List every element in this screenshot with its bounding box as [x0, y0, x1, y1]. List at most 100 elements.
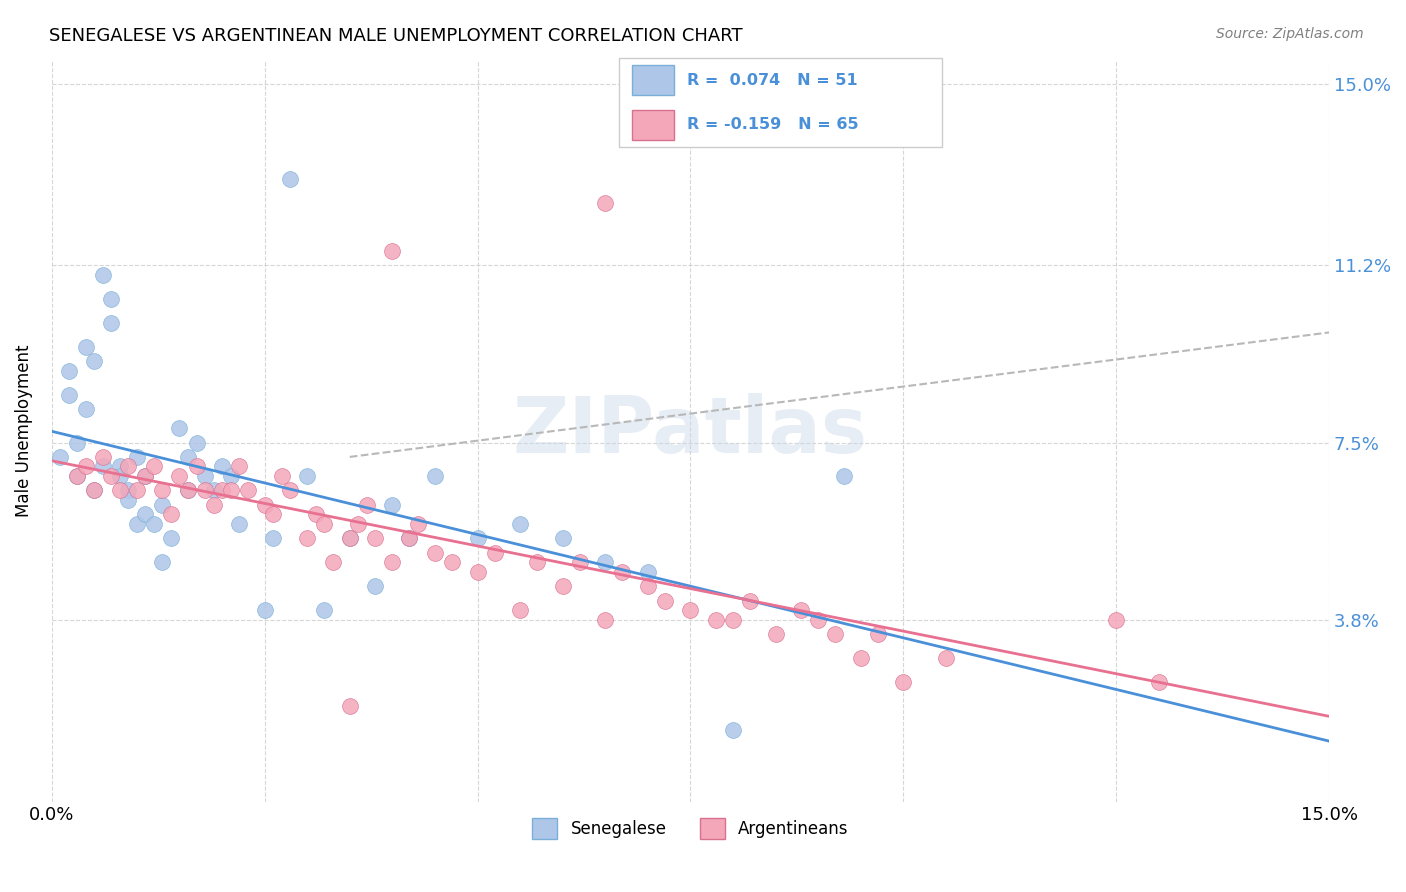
Point — [125, 483, 148, 498]
Point — [152, 555, 174, 569]
Point — [58, 387, 80, 401]
Point — [152, 483, 174, 498]
Point — [100, 292, 122, 306]
Point — [381, 498, 404, 512]
Point — [935, 651, 957, 665]
Point — [100, 469, 122, 483]
Point — [339, 698, 361, 713]
Point — [177, 450, 200, 464]
Text: R =  0.074   N = 51: R = 0.074 N = 51 — [686, 73, 858, 87]
Point — [398, 531, 420, 545]
Point — [637, 579, 659, 593]
Point — [278, 483, 301, 498]
Point — [83, 483, 105, 498]
Point — [177, 483, 200, 498]
Point — [270, 469, 292, 483]
Point — [347, 516, 370, 531]
Point — [253, 603, 276, 617]
Point — [654, 593, 676, 607]
Point — [134, 469, 156, 483]
Point — [134, 508, 156, 522]
Point — [117, 493, 139, 508]
Point — [612, 565, 634, 579]
Point — [142, 459, 165, 474]
Point — [49, 450, 72, 464]
Point — [117, 483, 139, 498]
Point — [679, 603, 702, 617]
Point — [202, 483, 225, 498]
Point — [721, 613, 744, 627]
Y-axis label: Male Unemployment: Male Unemployment — [15, 344, 32, 516]
Point — [339, 531, 361, 545]
Point — [262, 531, 284, 545]
Point — [381, 244, 404, 258]
Point — [721, 723, 744, 737]
FancyBboxPatch shape — [619, 58, 942, 147]
Point — [66, 435, 89, 450]
Point — [824, 627, 846, 641]
Point — [186, 435, 208, 450]
Point — [423, 546, 446, 560]
Point — [891, 674, 914, 689]
Point — [169, 469, 191, 483]
Point — [423, 469, 446, 483]
Point — [509, 516, 531, 531]
Point — [211, 483, 233, 498]
Point — [152, 498, 174, 512]
Point — [467, 565, 489, 579]
Point — [117, 459, 139, 474]
Point — [219, 483, 242, 498]
Point — [866, 627, 889, 641]
Point — [211, 459, 233, 474]
Point — [593, 613, 616, 627]
Point — [75, 340, 97, 354]
Text: R = -0.159   N = 65: R = -0.159 N = 65 — [686, 118, 858, 132]
Text: Source: ZipAtlas.com: Source: ZipAtlas.com — [1216, 27, 1364, 41]
Point — [202, 498, 225, 512]
Point — [236, 483, 259, 498]
Point — [295, 469, 318, 483]
Point — [322, 555, 344, 569]
Point — [381, 555, 404, 569]
Point — [790, 603, 813, 617]
Point — [169, 421, 191, 435]
Point — [568, 555, 591, 569]
Point — [295, 531, 318, 545]
Point — [228, 516, 250, 531]
Point — [551, 579, 574, 593]
Point — [66, 469, 89, 483]
Point — [66, 469, 89, 483]
Point — [177, 483, 200, 498]
Point — [253, 498, 276, 512]
Point — [314, 603, 336, 617]
Point — [194, 483, 217, 498]
Point — [364, 579, 387, 593]
Point — [305, 508, 328, 522]
Point — [509, 603, 531, 617]
Point — [108, 459, 131, 474]
Point — [314, 516, 336, 531]
FancyBboxPatch shape — [631, 65, 673, 95]
Point — [91, 268, 114, 282]
Text: SENEGALESE VS ARGENTINEAN MALE UNEMPLOYMENT CORRELATION CHART: SENEGALESE VS ARGENTINEAN MALE UNEMPLOYM… — [49, 27, 742, 45]
Point — [160, 508, 183, 522]
Point — [593, 555, 616, 569]
Point — [738, 593, 761, 607]
Point — [83, 483, 105, 498]
Point — [356, 498, 378, 512]
Point — [364, 531, 387, 545]
Point — [142, 516, 165, 531]
Point — [160, 531, 183, 545]
Point — [765, 627, 787, 641]
Point — [125, 450, 148, 464]
Point — [551, 531, 574, 545]
Point — [637, 565, 659, 579]
Point — [91, 450, 114, 464]
Point — [91, 459, 114, 474]
Point — [278, 172, 301, 186]
Point — [83, 354, 105, 368]
Point — [467, 531, 489, 545]
Point — [526, 555, 548, 569]
Point — [484, 546, 506, 560]
Point — [100, 316, 122, 330]
